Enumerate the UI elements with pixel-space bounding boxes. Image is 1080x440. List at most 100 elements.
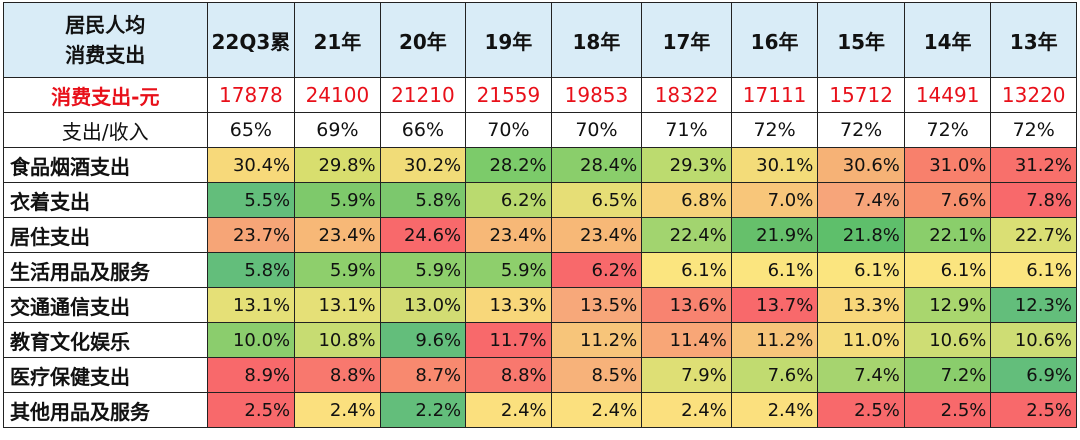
share-cell: 5.9%: [294, 182, 381, 218]
share-cell: 8.9%: [206, 357, 296, 393]
share-cell: 2.5%: [990, 392, 1077, 428]
spend-cell: 19853: [550, 77, 643, 113]
share-cell: 13.6%: [641, 287, 732, 323]
col-header: 22Q3累: [206, 2, 296, 78]
col-header: 20年: [379, 2, 467, 78]
share-cell: 10.6%: [903, 322, 992, 358]
row-label: 居住支出: [3, 217, 208, 253]
share-cell: 7.4%: [817, 357, 905, 393]
share-cell: 6.9%: [990, 357, 1077, 393]
share-cell: 8.7%: [379, 357, 467, 393]
share-cell: 13.7%: [730, 287, 819, 323]
share-cell: 11.2%: [550, 322, 643, 358]
share-cell: 13.5%: [550, 287, 643, 323]
corner-line2: 消费支出: [65, 43, 146, 67]
category-row: 医疗保健支出 8.9% 8.8% 8.7% 8.8% 8.5% 7.9% 7.6% 7.4% 7.…: [3, 357, 1077, 393]
category-row: 食品烟酒支出 30.4% 29.8% 30.2% 28.2% 28.4% 29.3% 30.1…: [3, 147, 1077, 183]
share-cell: 29.8%: [294, 147, 381, 183]
share-cell: 12.9%: [903, 287, 992, 323]
share-cell: 22.7%: [990, 217, 1077, 253]
share-cell: 29.3%: [641, 147, 732, 183]
corner-line1: 居民人均: [65, 13, 146, 37]
share-cell: 9.6%: [379, 322, 467, 358]
ratio-cell: 66%: [379, 112, 467, 148]
ratio-cell: 72%: [817, 112, 905, 148]
share-cell: 22.1%: [903, 217, 992, 253]
share-cell: 13.0%: [379, 287, 467, 323]
share-cell: 6.2%: [465, 182, 552, 218]
share-cell: 6.1%: [641, 252, 732, 288]
spend-cell: 13220: [990, 77, 1077, 113]
share-cell: 12.3%: [990, 287, 1077, 323]
spend-row: 消费支出-元 17878 24100 21210 21559 19853 183…: [3, 77, 1077, 113]
share-cell: 5.8%: [379, 182, 467, 218]
share-cell: 7.2%: [903, 357, 992, 393]
ratio-cell: 65%: [206, 112, 296, 148]
share-cell: 7.0%: [730, 182, 819, 218]
share-cell: 21.8%: [817, 217, 905, 253]
share-cell: 7.6%: [730, 357, 819, 393]
share-cell: 8.5%: [550, 357, 643, 393]
share-cell: 11.7%: [465, 322, 552, 358]
spend-cell: 14491: [903, 77, 992, 113]
ratio-row: 支出/收入 65% 69% 66% 70% 70% 71% 72% 72% 72…: [3, 112, 1077, 148]
category-row: 生活用品及服务 5.8% 5.9% 5.9% 5.9% 6.2% 6.1% 6.1% 6.1% 6…: [3, 252, 1077, 288]
share-cell: 6.5%: [550, 182, 643, 218]
category-row: 交通通信支出 13.1% 13.1% 13.0% 13.3% 13.5% 13.6% 13.7…: [3, 287, 1077, 323]
share-cell: 6.8%: [641, 182, 732, 218]
header-row: 居民人均 消费支出 22Q3累 21年 20年 19年 18年 17年 16年 …: [3, 2, 1077, 78]
ratio-cell: 72%: [903, 112, 992, 148]
share-cell: 10.0%: [206, 322, 296, 358]
share-cell: 6.2%: [550, 252, 643, 288]
row-label: 交通通信支出: [3, 287, 208, 323]
share-cell: 13.1%: [206, 287, 296, 323]
share-cell: 5.9%: [379, 252, 467, 288]
col-header: 21年: [294, 2, 381, 78]
spend-cell: 17111: [730, 77, 819, 113]
share-cell: 7.6%: [903, 182, 992, 218]
share-cell: 10.8%: [294, 322, 381, 358]
share-cell: 31.2%: [990, 147, 1077, 183]
share-cell: 2.5%: [903, 392, 992, 428]
col-header: 17年: [641, 2, 732, 78]
spend-cell: 21559: [465, 77, 552, 113]
share-cell: 5.8%: [206, 252, 296, 288]
ratio-cell: 72%: [990, 112, 1077, 148]
share-cell: 23.4%: [294, 217, 381, 253]
share-cell: 2.4%: [550, 392, 643, 428]
share-cell: 13.3%: [817, 287, 905, 323]
col-header: 16年: [730, 2, 819, 78]
share-cell: 6.1%: [817, 252, 905, 288]
col-header: 15年: [817, 2, 905, 78]
share-cell: 11.2%: [730, 322, 819, 358]
share-cell: 8.8%: [294, 357, 381, 393]
spend-cell: 18322: [641, 77, 732, 113]
share-cell: 31.0%: [903, 147, 992, 183]
col-header: 13年: [990, 2, 1077, 78]
ratio-cell: 70%: [465, 112, 552, 148]
share-cell: 2.2%: [379, 392, 467, 428]
row-label: 生活用品及服务: [3, 252, 208, 288]
share-cell: 28.2%: [465, 147, 552, 183]
share-cell: 21.9%: [730, 217, 819, 253]
share-cell: 8.8%: [465, 357, 552, 393]
share-cell: 2.4%: [294, 392, 381, 428]
share-cell: 7.9%: [641, 357, 732, 393]
category-row: 衣着支出 5.5% 5.9% 5.8% 6.2% 6.5% 6.8% 7.0% 7.4% 7.6%…: [3, 182, 1077, 218]
share-cell: 5.9%: [294, 252, 381, 288]
share-cell: 11.0%: [817, 322, 905, 358]
category-row: 居住支出 23.7% 23.4% 24.6% 23.4% 23.4% 22.4% 21.9% 2…: [3, 217, 1077, 253]
share-cell: 23.7%: [206, 217, 296, 253]
share-cell: 6.1%: [730, 252, 819, 288]
col-header: 18年: [550, 2, 643, 78]
share-cell: 30.4%: [206, 147, 296, 183]
share-cell: 30.6%: [817, 147, 905, 183]
share-cell: 7.8%: [990, 182, 1077, 218]
ratio-cell: 69%: [294, 112, 381, 148]
row-label: 消费支出-元: [3, 77, 208, 113]
share-cell: 13.1%: [294, 287, 381, 323]
spend-cell: 17878: [206, 77, 296, 113]
share-cell: 22.4%: [641, 217, 732, 253]
share-cell: 28.4%: [550, 147, 643, 183]
ratio-cell: 71%: [641, 112, 732, 148]
